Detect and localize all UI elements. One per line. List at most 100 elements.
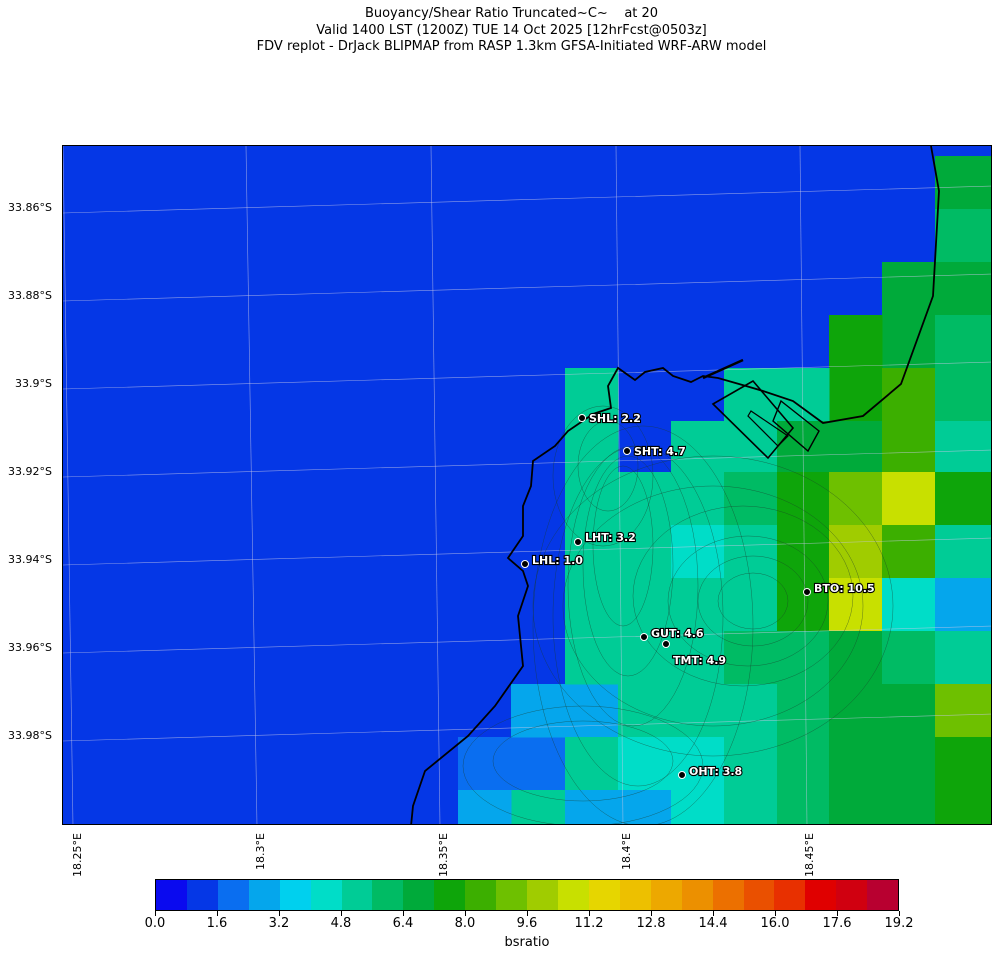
title-line-1: Buoyancy/Shear Ratio Truncated~C~ at 20	[364, 6, 659, 21]
grid-cell	[777, 578, 830, 632]
colorbar-swatch	[186, 880, 218, 910]
grid-cell	[511, 790, 566, 824]
grid-cell	[724, 684, 778, 738]
grid-cell	[935, 578, 991, 632]
grid-cell	[829, 525, 883, 579]
lat-label: 33.96°S	[8, 641, 52, 654]
colorbar-tick-label: 1.6	[206, 916, 228, 931]
colorbar-tick-label: 8.0	[454, 916, 476, 931]
colorbar-swatch	[527, 880, 558, 910]
grid-cell	[618, 737, 672, 791]
grid-cell	[882, 737, 936, 791]
grid-cell	[671, 737, 725, 791]
grid-cell	[618, 578, 672, 632]
colorbar-swatch	[836, 880, 868, 910]
grid-cell	[565, 472, 619, 526]
grid-cell	[724, 368, 778, 422]
grid-cell	[882, 578, 936, 632]
colorbar-tick-label: 16.0	[760, 916, 790, 931]
grid-cell	[777, 368, 830, 422]
title-line-3: FDV replot - DrJack BLIPMAP from RASP 1.…	[256, 39, 767, 54]
map-frame: SHL: 2.2 SHT: 4.7 LHT: 3.2 LHL: 1.0 BTO: 10.…	[62, 145, 992, 825]
station-marker-gut[interactable]	[640, 633, 648, 641]
grid-cell	[935, 631, 991, 685]
grid-cell	[829, 684, 883, 738]
grid-cell	[935, 737, 991, 791]
grid-cell	[565, 578, 619, 632]
station-label-gut: GUT: 4.6	[651, 627, 704, 640]
grid-cell	[882, 421, 936, 473]
grid-cell	[829, 368, 883, 422]
station-marker-sht[interactable]	[623, 447, 631, 455]
grid-cell	[724, 472, 778, 526]
station-label-lht: LHT: 3.2	[585, 531, 636, 544]
grid-cell	[777, 737, 830, 791]
colorbar-swatch	[279, 880, 311, 910]
grid-cell	[565, 737, 619, 791]
station-label-sht: SHT: 4.7	[634, 445, 686, 458]
station-label-bto: BTO: 10.5	[814, 582, 875, 595]
coastline	[410, 146, 940, 824]
colorbar-tick	[403, 911, 404, 916]
colorbar-tick-label: 0.0	[144, 916, 166, 931]
lon-label: 18.45°E	[803, 833, 816, 877]
colorbar-swatch	[217, 880, 249, 910]
terrain-contours	[462, 405, 894, 824]
grid-cell	[671, 631, 725, 685]
station-marker-shl[interactable]	[578, 414, 586, 422]
grid-cell	[618, 790, 672, 824]
station-label-lhl: LHL: 1.0	[532, 554, 583, 567]
station-marker-lht[interactable]	[574, 538, 582, 546]
grid-cell	[882, 631, 936, 685]
grid-cell	[829, 578, 883, 632]
grid-cell	[671, 421, 725, 473]
grid-cell	[882, 315, 936, 369]
grid-cell	[935, 472, 991, 526]
colorbar-swatch	[712, 880, 744, 910]
colorbar-tick	[837, 911, 838, 916]
grid-cell	[935, 525, 991, 579]
grid-cell	[935, 684, 991, 738]
grid-cell	[671, 684, 725, 738]
grid-cell	[935, 790, 991, 824]
grid-cell	[511, 737, 566, 791]
station-marker-bto[interactable]	[803, 588, 811, 596]
grid-cell	[777, 684, 830, 738]
colorbar-swatch	[774, 880, 806, 910]
lat-label: 33.92°S	[8, 465, 52, 478]
colorbar-tick	[155, 911, 156, 916]
grid-cell	[565, 790, 619, 824]
grid-cell	[777, 631, 830, 685]
lat-label: 33.94°S	[8, 553, 52, 566]
grid-cell	[458, 737, 512, 791]
colorbar-swatch	[557, 880, 589, 910]
colorbar-swatch	[248, 880, 280, 910]
colorbar-swatch	[650, 880, 682, 910]
grid-cell	[882, 525, 936, 579]
station-marker-lhl[interactable]	[521, 560, 529, 568]
colorbar-swatch	[743, 880, 775, 910]
grid-cell	[671, 790, 725, 824]
colorbar-swatch	[341, 880, 373, 910]
colorbar-swatch	[156, 880, 187, 910]
colorbar-swatch	[867, 880, 899, 910]
station-marker-oht[interactable]	[678, 771, 686, 779]
grid-cell	[935, 315, 991, 369]
lon-label: 18.4°E	[620, 833, 633, 870]
grid-cell	[829, 737, 883, 791]
colorbar-tick	[651, 911, 652, 916]
grid-cell	[777, 790, 830, 824]
colorbar-swatch	[588, 880, 620, 910]
grid-cell	[565, 421, 619, 473]
grid-cell	[829, 790, 883, 824]
grid-cell	[724, 737, 778, 791]
grid-cells	[458, 156, 991, 824]
colorbar-tick-label: 9.6	[516, 916, 538, 931]
station-marker-tmt[interactable]	[662, 640, 670, 648]
grid-cell	[882, 684, 936, 738]
grid-cell	[618, 525, 672, 579]
grid-cell	[724, 790, 778, 824]
grid-cell	[724, 421, 778, 473]
colorbar-swatch	[310, 880, 342, 910]
